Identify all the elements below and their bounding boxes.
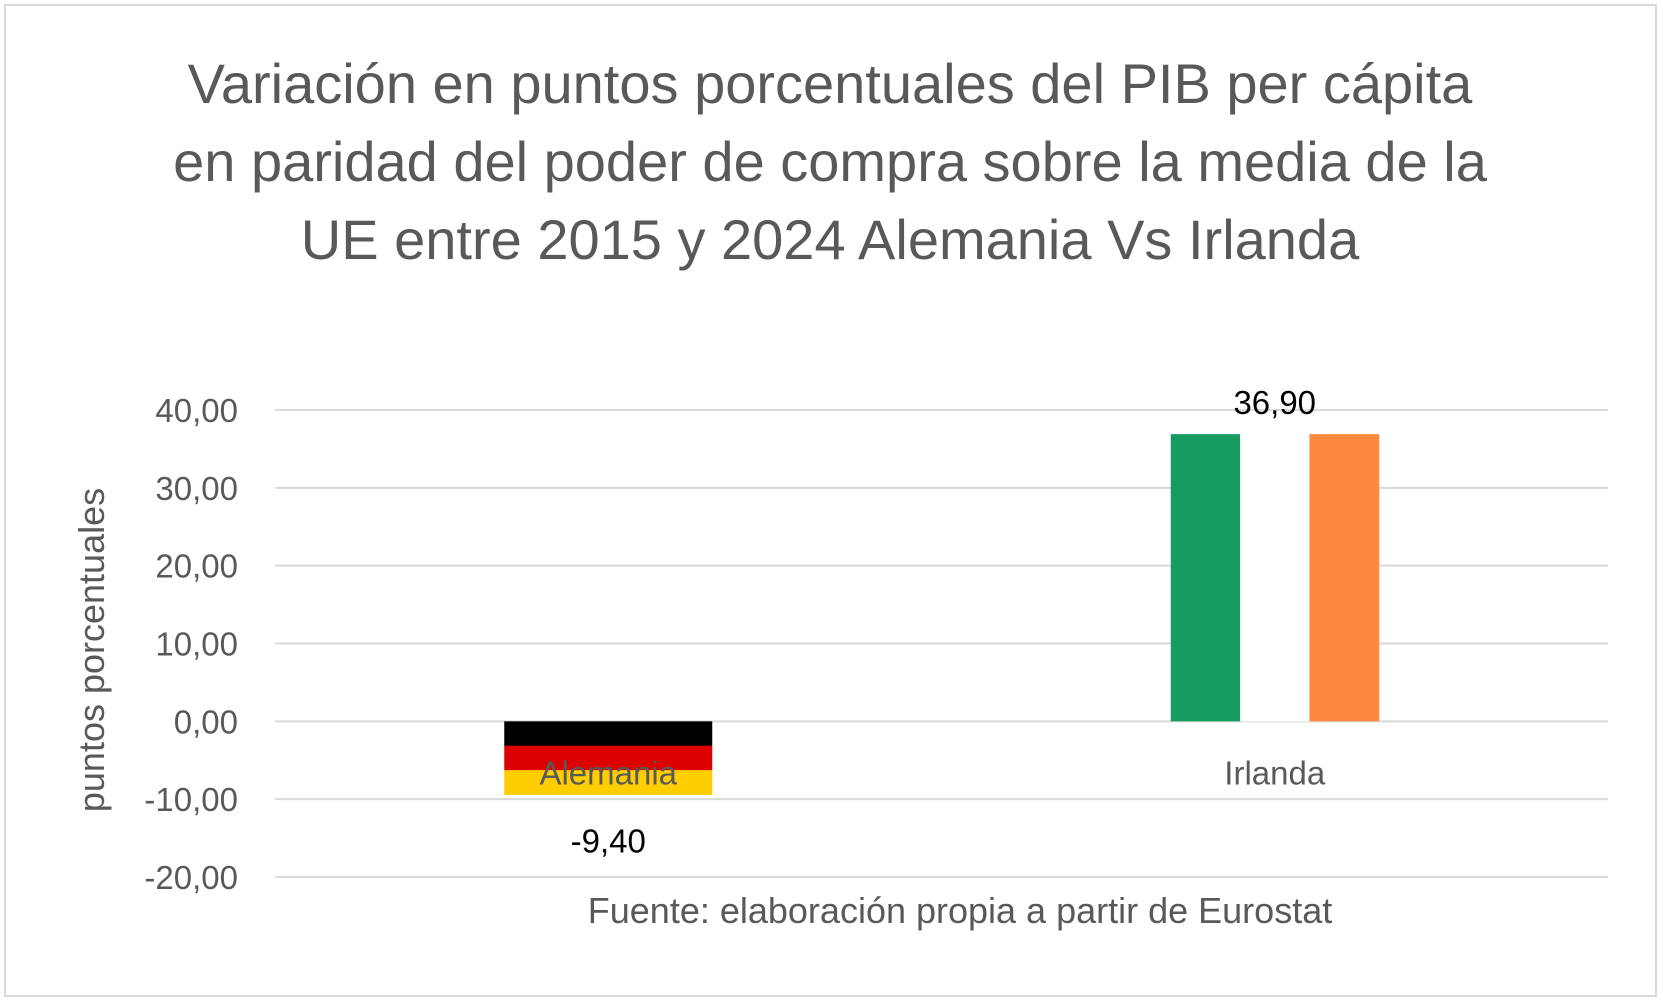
category-labels: Alemania Irlanda bbox=[539, 754, 1325, 791]
y-tick-label: 0,00 bbox=[174, 703, 238, 740]
bar-irlanda-stripe bbox=[1240, 434, 1310, 722]
bar-irlanda-stripe bbox=[1170, 434, 1241, 722]
data-label-alemania: -9,40 bbox=[571, 822, 646, 859]
bar-irlanda bbox=[1170, 434, 1380, 722]
source-note: Fuente: elaboración propia a partir de E… bbox=[587, 890, 1333, 931]
bar-alemania-stripe bbox=[504, 721, 713, 747]
chart-title: Variación en puntos porcentuales del PIB… bbox=[173, 52, 1487, 271]
y-tick-label: 10,00 bbox=[155, 626, 238, 663]
y-tick-label: 40,00 bbox=[155, 392, 238, 429]
category-label-irlanda: Irlanda bbox=[1224, 754, 1326, 791]
bar-alemania bbox=[504, 721, 713, 795]
gridlines bbox=[275, 409, 1608, 878]
y-tick-labels: 40,00 30,00 20,00 10,00 0,00 -10,00 -20,00 bbox=[144, 392, 238, 896]
category-label-alemania: Alemania bbox=[539, 754, 677, 791]
y-tick-label: -10,00 bbox=[144, 781, 238, 818]
bar-alemania-stripe bbox=[504, 770, 713, 795]
y-tick-label: 20,00 bbox=[155, 548, 238, 585]
bar-irlanda-stripe bbox=[1309, 434, 1380, 722]
bars bbox=[504, 434, 1380, 795]
y-tick-label: 30,00 bbox=[155, 470, 238, 507]
y-tick-label: -20,00 bbox=[144, 859, 238, 896]
chart-frame bbox=[4, 4, 1657, 997]
data-label-irlanda: 36,90 bbox=[1233, 384, 1316, 421]
bar-alemania-stripe bbox=[504, 745, 713, 771]
data-labels: -9,40 36,90 bbox=[571, 384, 1316, 859]
